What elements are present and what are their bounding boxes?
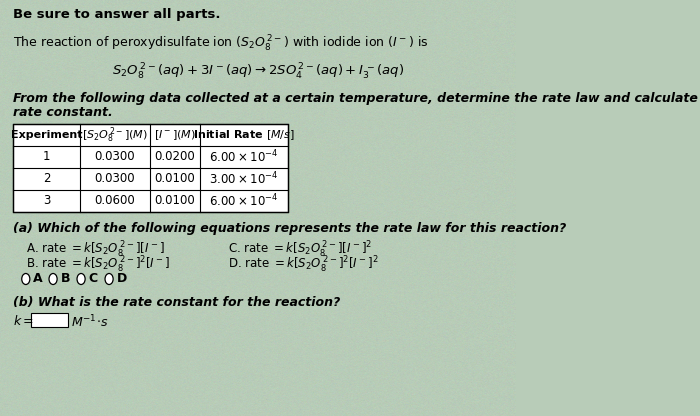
Text: $3.00 \times 10^{-4}$: $3.00 \times 10^{-4}$ bbox=[209, 171, 279, 187]
Text: 0.0100: 0.0100 bbox=[154, 195, 195, 208]
Text: From the following data collected at a certain temperature, determine the rate l: From the following data collected at a c… bbox=[13, 92, 700, 105]
Text: $k =$: $k =$ bbox=[13, 314, 34, 328]
Text: $[I^-](M)$: $[I^-](M)$ bbox=[154, 128, 196, 142]
Text: 0.0100: 0.0100 bbox=[154, 173, 195, 186]
Text: $6.00 \times 10^{-4}$: $6.00 \times 10^{-4}$ bbox=[209, 149, 279, 165]
Text: Initial Rate $[M/s]$: Initial Rate $[M/s]$ bbox=[193, 128, 295, 142]
Bar bbox=[13, 124, 288, 212]
Text: C: C bbox=[88, 272, 97, 285]
Text: A. rate $= k[S_2O_8^{\,2-}][I^-]$: A. rate $= k[S_2O_8^{\,2-}][I^-]$ bbox=[26, 240, 164, 260]
Text: D. rate $= k[S_2O_8^{\,2-}]^2[I^-]^2$: D. rate $= k[S_2O_8^{\,2-}]^2[I^-]^2$ bbox=[228, 255, 379, 275]
Circle shape bbox=[105, 273, 113, 285]
Text: 0.0300: 0.0300 bbox=[94, 173, 135, 186]
Text: $M^{-1}\!\cdot\!s$: $M^{-1}\!\cdot\!s$ bbox=[71, 314, 108, 331]
Text: 1: 1 bbox=[43, 151, 50, 163]
Text: (b) What is the rate constant for the reaction?: (b) What is the rate constant for the re… bbox=[13, 296, 340, 309]
Text: 3: 3 bbox=[43, 195, 50, 208]
Text: C. rate $= k[S_2O_8^{\,2-}][I^-]^2$: C. rate $= k[S_2O_8^{\,2-}][I^-]^2$ bbox=[228, 240, 373, 260]
Text: 0.0200: 0.0200 bbox=[154, 151, 195, 163]
Bar bbox=[31, 313, 68, 327]
Text: D: D bbox=[116, 272, 127, 285]
Text: The reaction of peroxydisulfate ion $(S_2O_8^{\,2-})$ with iodide ion $(I^-)$ is: The reaction of peroxydisulfate ion $(S_… bbox=[13, 34, 428, 54]
Text: Be sure to answer all parts.: Be sure to answer all parts. bbox=[13, 8, 220, 21]
Text: (a) Which of the following equations represents the rate law for this reaction?: (a) Which of the following equations rep… bbox=[13, 222, 566, 235]
Text: $S_2O_8^{\,2-}(aq) + 3I^-(aq) \rightarrow 2SO_4^{\,2-}(aq) + I_3^{\,-}(aq)$: $S_2O_8^{\,2-}(aq) + 3I^-(aq) \rightarro… bbox=[112, 62, 404, 82]
Text: 0.0300: 0.0300 bbox=[94, 151, 135, 163]
Text: $6.00 \times 10^{-4}$: $6.00 \times 10^{-4}$ bbox=[209, 193, 279, 209]
Text: 2: 2 bbox=[43, 173, 50, 186]
Circle shape bbox=[77, 273, 85, 285]
Text: 0.0600: 0.0600 bbox=[94, 195, 135, 208]
Text: $[S_2O_8^{\,2-}](M)$: $[S_2O_8^{\,2-}](M)$ bbox=[82, 125, 148, 145]
Text: Experiment: Experiment bbox=[10, 130, 82, 140]
Circle shape bbox=[22, 273, 30, 285]
Text: A: A bbox=[33, 272, 43, 285]
Text: B: B bbox=[60, 272, 70, 285]
Text: B. rate $= k[S_2O_8^{\,2-}]^2[I^-]$: B. rate $= k[S_2O_8^{\,2-}]^2[I^-]$ bbox=[26, 255, 170, 275]
Text: rate constant.: rate constant. bbox=[13, 106, 113, 119]
Circle shape bbox=[49, 273, 57, 285]
